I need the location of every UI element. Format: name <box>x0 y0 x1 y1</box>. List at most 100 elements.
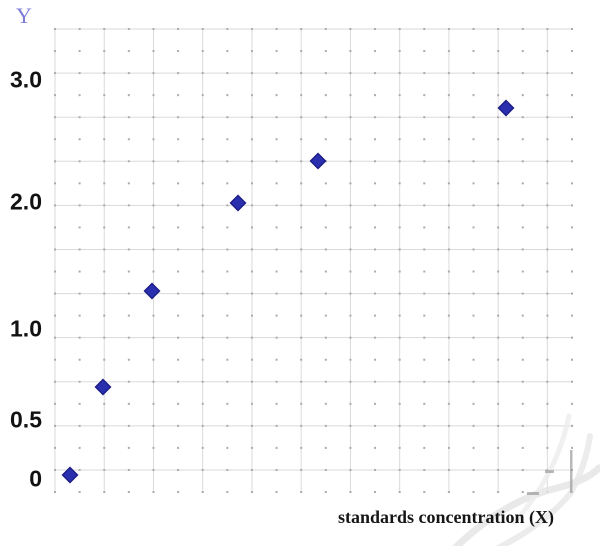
grid-dot <box>78 336 81 339</box>
grid-dot <box>177 72 180 75</box>
grid-dot <box>398 358 401 361</box>
grid-dot <box>472 446 475 449</box>
grid-dot <box>78 248 81 251</box>
grid-dot <box>521 138 524 141</box>
grid-dot <box>275 314 278 317</box>
grid-dot <box>349 72 352 75</box>
grid-dot <box>127 314 130 317</box>
grid-dot <box>226 248 229 251</box>
grid-dot <box>78 72 81 75</box>
grid-dot <box>570 94 573 97</box>
grid-dot <box>127 182 130 185</box>
grid-dot <box>546 204 549 207</box>
grid-dot <box>521 72 524 75</box>
grid-dot <box>275 248 278 251</box>
grid-dot <box>423 226 426 229</box>
grid-dot <box>300 28 303 30</box>
grid-dot <box>226 336 229 339</box>
grid-dot <box>546 116 549 119</box>
grid-dot <box>103 270 106 273</box>
grid-dot <box>201 248 204 251</box>
grid-dot <box>78 402 81 405</box>
grid-dot <box>226 138 229 141</box>
grid-dot <box>546 402 549 405</box>
grid-dot <box>398 270 401 273</box>
grid-dot <box>201 182 204 185</box>
grid-dot <box>472 94 475 97</box>
grid-dot <box>447 446 450 449</box>
grid-dot <box>570 270 573 273</box>
grid-dot <box>103 50 106 53</box>
grid-dot <box>300 468 303 471</box>
grid-dot <box>300 50 303 53</box>
grid-dot <box>472 116 475 119</box>
grid-dot <box>127 380 130 383</box>
grid-dot <box>521 28 524 30</box>
grid-dot <box>152 468 155 471</box>
grid-dot <box>54 138 56 141</box>
grid-dot <box>54 226 56 229</box>
grid-dot <box>423 446 426 449</box>
grid-dot <box>472 72 475 75</box>
grid-dot <box>250 94 253 97</box>
grid-dot <box>177 182 180 185</box>
grid-dot <box>447 380 450 383</box>
grid-dot <box>201 491 204 494</box>
grid-dot <box>152 446 155 449</box>
grid-dot <box>447 28 450 30</box>
grid-dot <box>300 424 303 427</box>
grid-dot <box>127 28 130 30</box>
grid-dot <box>521 116 524 119</box>
grid-dot <box>152 270 155 273</box>
grid-dot <box>103 491 106 494</box>
grid-dot <box>497 160 500 163</box>
grid-dot <box>275 94 278 97</box>
grid-dot <box>78 314 81 317</box>
grid-dot <box>201 204 204 207</box>
grid-dot <box>152 402 155 405</box>
grid-dot <box>152 204 155 207</box>
grid-dot <box>54 402 56 405</box>
y-axis-title: Y <box>16 3 32 28</box>
grid-dot <box>374 380 377 383</box>
grid-dot <box>275 116 278 119</box>
grid-dot <box>152 314 155 317</box>
grid-dot <box>201 94 204 97</box>
grid-dot <box>423 270 426 273</box>
grid-dot <box>497 491 500 494</box>
grid-dot <box>349 358 352 361</box>
grid-dot <box>275 380 278 383</box>
grid-dot <box>54 380 56 383</box>
grid-dot <box>472 468 475 471</box>
grid-dot <box>177 292 180 295</box>
grid-dot <box>201 160 204 163</box>
grid-dot <box>570 314 573 317</box>
grid-dot <box>250 72 253 75</box>
grid-dot <box>127 270 130 273</box>
grid-dot <box>275 402 278 405</box>
grid-dot <box>275 204 278 207</box>
grid-dot <box>127 94 130 97</box>
grid-dot <box>177 204 180 207</box>
grid-dot <box>275 424 278 427</box>
grid-dot <box>152 248 155 251</box>
grid-dot <box>275 292 278 295</box>
data-point-diamond <box>94 378 112 396</box>
grid-dot <box>521 182 524 185</box>
grid-dot <box>250 491 253 494</box>
grid-dot <box>472 491 475 494</box>
grid-dot <box>398 72 401 75</box>
grid-dot <box>472 226 475 229</box>
grid-dot <box>127 116 130 119</box>
grid-dot <box>423 50 426 53</box>
grid-dot <box>300 358 303 361</box>
grid-dot <box>472 182 475 185</box>
grid-dot <box>570 248 573 251</box>
y-tick-label: 0.5 <box>10 406 42 433</box>
grid-dot <box>423 138 426 141</box>
grid-dot <box>423 160 426 163</box>
grid-dot <box>127 72 130 75</box>
grid-dot <box>398 292 401 295</box>
grid-dot <box>423 402 426 405</box>
grid-dot <box>423 468 426 471</box>
